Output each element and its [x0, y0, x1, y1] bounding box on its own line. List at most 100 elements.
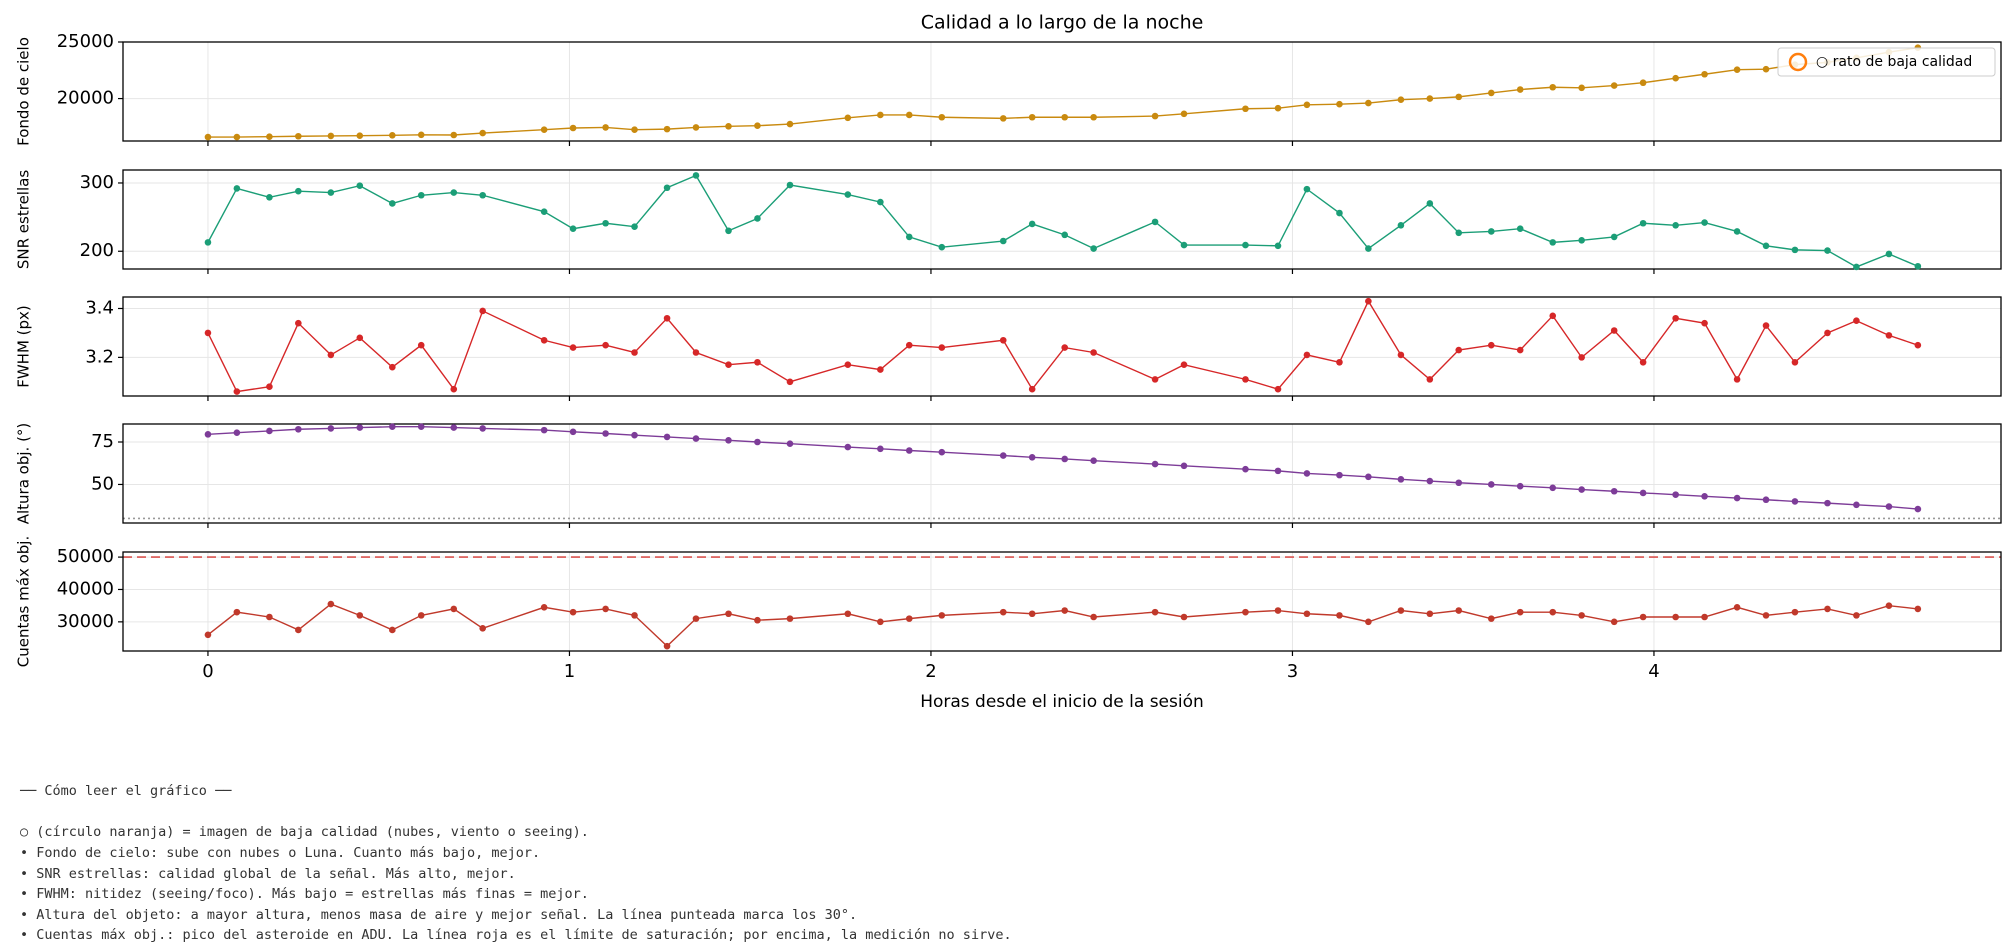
- data-point: [1274, 242, 1282, 250]
- data-point: [602, 430, 609, 437]
- page: {"chart_data": { "type": "line", "title"…: [14, 11, 2002, 944]
- data-point: [1672, 314, 1679, 322]
- data-point: [631, 349, 638, 356]
- data-point: [1762, 65, 1770, 73]
- data-point: [540, 208, 548, 215]
- data-point: [877, 445, 884, 453]
- data-point: [602, 219, 609, 227]
- data-point: [450, 605, 458, 613]
- data-point: [1028, 113, 1036, 121]
- y-tick-label: 3.4: [85, 297, 114, 318]
- data-point: [1516, 225, 1524, 233]
- data-point: [938, 113, 946, 121]
- data-point: [450, 131, 458, 139]
- data-point: [450, 385, 458, 393]
- series-line: [207, 46, 1918, 138]
- data-point: [417, 131, 425, 139]
- data-point: [389, 132, 396, 139]
- series-line: [207, 426, 1918, 510]
- data-point: [569, 124, 577, 132]
- data-point: [692, 172, 700, 179]
- data-point: [1516, 482, 1524, 490]
- legend-marker: [1788, 52, 1808, 72]
- data-point: [1762, 322, 1770, 329]
- data-point: [1853, 501, 1860, 509]
- data-point: [450, 424, 458, 431]
- data-point: [663, 314, 671, 322]
- notes-heading: ── Cómo leer el gráfico ──: [20, 783, 232, 800]
- data-point: [938, 448, 946, 456]
- panel-frame: [122, 41, 2002, 142]
- data-point: [417, 341, 425, 349]
- data-point: [725, 437, 732, 444]
- data-point: [1914, 605, 1922, 613]
- data-point: [1701, 613, 1708, 621]
- data-point: [1061, 607, 1069, 614]
- data-point: [786, 181, 794, 189]
- data-point: [1426, 610, 1434, 618]
- data-point: [877, 198, 884, 206]
- data-point: [725, 610, 732, 618]
- data-point: [786, 378, 794, 386]
- data-point: [479, 425, 486, 432]
- data-point: [1303, 101, 1311, 109]
- data-point: [1061, 113, 1069, 121]
- data-point: [540, 126, 548, 133]
- data-point: [1397, 476, 1405, 483]
- legend-box: [1777, 47, 1996, 77]
- data-point: [1336, 209, 1343, 217]
- data-point: [1397, 351, 1405, 359]
- chart-title: Calidad a lo largo de la noche: [921, 12, 1204, 34]
- data-point: [1672, 491, 1679, 498]
- data-point: [1061, 344, 1069, 351]
- data-point: [266, 427, 273, 435]
- data-point: [1487, 615, 1495, 622]
- data-point: [1028, 610, 1036, 618]
- data-point: [1701, 70, 1708, 78]
- data-point: [1578, 486, 1585, 493]
- data-point: [1733, 66, 1741, 74]
- data-point: [1151, 218, 1159, 226]
- y-tick-label: 300: [80, 172, 114, 193]
- data-point: [1639, 219, 1647, 227]
- data-point: [1885, 602, 1893, 609]
- data-point: [1455, 93, 1463, 101]
- data-point: [1824, 329, 1831, 337]
- data-point: [663, 433, 671, 441]
- y-tick-label: 50000: [57, 546, 114, 567]
- panel-frame: [122, 169, 2002, 270]
- data-point: [569, 428, 577, 436]
- data-point: [295, 132, 302, 140]
- data-point: [1274, 385, 1282, 393]
- data-point: [1672, 613, 1679, 621]
- data-point: [754, 122, 761, 130]
- data-point: [999, 452, 1007, 459]
- data-point: [1365, 618, 1372, 626]
- data-point: [1487, 89, 1495, 97]
- data-point: [266, 613, 273, 621]
- data-point: [327, 132, 335, 140]
- data-point: [631, 223, 638, 230]
- data-point: [1791, 246, 1799, 254]
- data-point: [1303, 610, 1311, 618]
- data-point: [1274, 104, 1282, 112]
- data-point: [1516, 346, 1524, 354]
- data-point: [1180, 462, 1188, 470]
- data-point: [1791, 358, 1799, 366]
- data-point: [204, 239, 212, 246]
- data-point: [479, 129, 486, 137]
- notes: ── Cómo leer el gráfico ── ○ (círculo na…: [20, 740, 1012, 946]
- data-point: [754, 358, 761, 366]
- data-point: [1610, 487, 1618, 495]
- data-point: [204, 329, 212, 337]
- data-point: [602, 341, 609, 349]
- data-point: [1274, 607, 1282, 614]
- series-line: [207, 299, 1919, 393]
- data-point: [1365, 245, 1372, 252]
- data-point: [999, 237, 1007, 245]
- data-point: [1853, 263, 1860, 271]
- data-point: [905, 233, 913, 241]
- data-point: [905, 447, 913, 454]
- data-point: [233, 185, 241, 192]
- data-point: [479, 307, 486, 315]
